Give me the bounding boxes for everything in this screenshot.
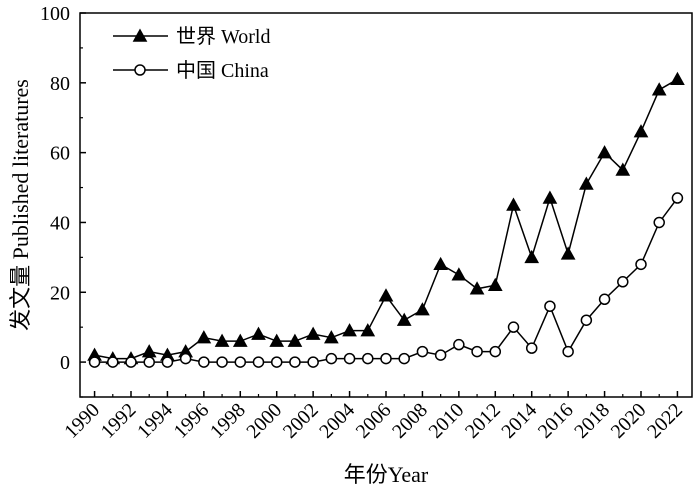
data-point xyxy=(216,356,228,368)
data-point xyxy=(635,258,647,271)
x-tick-label: 2004 xyxy=(315,399,359,443)
data-point xyxy=(562,345,574,358)
data-point xyxy=(651,82,667,96)
y-tick-label: 0 xyxy=(60,352,70,374)
x-tick-label: 2012 xyxy=(461,399,505,443)
data-point xyxy=(671,192,684,204)
data-point xyxy=(307,356,319,368)
data-point xyxy=(579,176,594,190)
data-point xyxy=(489,345,502,358)
data-point xyxy=(615,162,631,176)
data-point xyxy=(342,323,357,337)
x-tick-label: 2008 xyxy=(388,399,432,443)
data-point xyxy=(617,276,629,288)
data-point xyxy=(396,312,412,326)
x-tick-label: 2006 xyxy=(352,399,396,443)
x-tick-label: 1994 xyxy=(133,399,177,443)
data-point xyxy=(143,356,155,368)
x-tick-label: 2018 xyxy=(570,399,614,443)
x-tick-label: 2016 xyxy=(534,399,578,443)
data-point xyxy=(416,345,429,358)
data-point xyxy=(598,293,611,306)
x-tick-label: 2020 xyxy=(607,399,651,443)
data-point xyxy=(434,349,447,361)
data-point xyxy=(487,277,503,291)
y-tick-label: 20 xyxy=(50,282,70,304)
x-tick-label: 2022 xyxy=(643,399,687,443)
data-point xyxy=(232,333,248,347)
x-tick-label: 2010 xyxy=(425,399,469,443)
data-point xyxy=(451,267,467,281)
data-point xyxy=(380,352,392,365)
data-point xyxy=(560,246,576,260)
data-point xyxy=(633,124,649,138)
data-point xyxy=(433,256,448,271)
legend-label: 世界 World xyxy=(176,25,271,48)
data-point xyxy=(161,356,174,368)
data-point xyxy=(469,281,485,295)
data-point xyxy=(287,333,303,347)
data-point xyxy=(107,356,119,368)
data-point xyxy=(324,330,339,344)
series-layer xyxy=(87,71,685,368)
x-tick-label: 1992 xyxy=(97,399,141,443)
data-point xyxy=(305,326,321,340)
y-tick-label: 100 xyxy=(40,3,70,25)
plot-frame xyxy=(79,12,693,398)
legend-label: 中国 China xyxy=(176,59,269,82)
x-tick-label: 1998 xyxy=(206,399,250,443)
legend-item: 世界 World xyxy=(113,25,271,48)
data-point xyxy=(362,352,374,365)
data-point xyxy=(597,145,612,159)
legend-marker xyxy=(134,64,146,76)
data-point xyxy=(252,356,265,368)
data-point xyxy=(471,345,483,358)
data-point xyxy=(179,352,192,365)
data-point xyxy=(542,190,558,204)
x-tick-label: 1996 xyxy=(170,399,214,443)
data-point xyxy=(289,356,301,368)
data-point xyxy=(214,333,230,347)
data-point xyxy=(360,323,376,337)
data-point xyxy=(453,338,465,351)
y-tick-label: 40 xyxy=(50,212,70,234)
y-axis-title: 发文量 Published literatures xyxy=(8,79,33,331)
y-tick-label: 80 xyxy=(50,73,70,95)
data-point xyxy=(141,344,157,358)
data-point xyxy=(670,71,685,86)
series-china xyxy=(88,192,684,368)
data-point xyxy=(125,356,137,368)
data-point xyxy=(525,342,538,354)
data-point xyxy=(234,356,247,368)
data-point xyxy=(251,326,266,340)
data-point xyxy=(343,352,356,365)
legend: 世界 World 中国 China xyxy=(113,25,271,82)
x-tick-label: 2002 xyxy=(279,399,323,443)
legend-item: 中国 China xyxy=(113,59,269,82)
data-point xyxy=(524,249,540,264)
data-point xyxy=(198,356,210,368)
x-tick-label: 2014 xyxy=(497,399,541,443)
data-point xyxy=(269,333,285,347)
data-point xyxy=(506,197,521,211)
data-point xyxy=(270,356,283,368)
data-point xyxy=(653,216,665,229)
data-point xyxy=(88,356,101,368)
x-tick-label: 2000 xyxy=(242,399,286,443)
x-axis-title: 年份Year xyxy=(344,462,429,487)
data-point xyxy=(378,288,394,302)
data-point xyxy=(507,321,520,333)
data-point xyxy=(398,352,410,365)
legend-marker xyxy=(132,28,148,42)
data-point xyxy=(580,314,593,326)
series-line xyxy=(94,197,679,363)
data-point xyxy=(325,352,338,365)
data-point xyxy=(415,302,430,316)
data-point xyxy=(544,300,556,312)
data-point xyxy=(196,330,212,344)
series-world xyxy=(87,71,685,365)
x-tick-label: 1990 xyxy=(60,399,104,443)
y-tick-label: 60 xyxy=(50,143,70,165)
